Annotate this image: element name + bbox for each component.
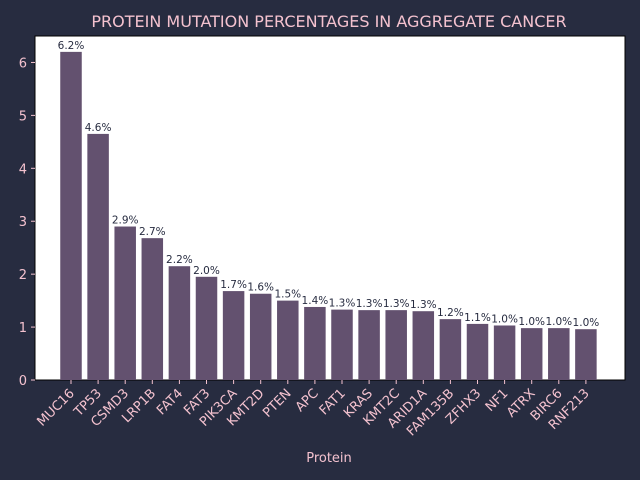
data-label: 4.6% [85, 122, 112, 134]
data-label: 1.3% [356, 298, 383, 310]
y-tick-label: 0 [19, 374, 27, 389]
bar-kmt2c [385, 310, 407, 380]
data-label: 1.3% [410, 299, 437, 311]
y-tick-label: 6 [19, 56, 27, 71]
data-label: 1.4% [302, 295, 329, 307]
data-label: 1.0% [545, 316, 572, 328]
data-label: 2.0% [193, 265, 220, 277]
data-label: 1.5% [274, 289, 301, 301]
x-axis-title: Protein [306, 451, 352, 466]
y-tick-label: 4 [19, 162, 27, 177]
y-tick-label: 3 [19, 215, 27, 230]
bar-atrx [520, 328, 543, 380]
bar-pik3ca [222, 291, 245, 380]
data-label: 1.2% [437, 307, 464, 319]
x-tick-label: APC [293, 386, 322, 415]
data-label: 1.0% [491, 313, 518, 325]
data-label: 2.7% [139, 226, 166, 238]
bar-lrp1b [141, 238, 164, 380]
x-tick-label: PTEN [260, 386, 294, 420]
data-label: 1.6% [247, 282, 274, 294]
data-label: 1.0% [573, 317, 600, 329]
data-label: 6.2% [58, 40, 85, 52]
data-label: 1.3% [383, 298, 410, 310]
x-axis: MUC16TP53CSMD3LRP1BFAT4FAT3PIK3CAKMT2DPT… [34, 380, 593, 439]
bar-csmd3 [114, 226, 136, 380]
y-tick-label: 5 [19, 109, 27, 124]
bar-muc16 [60, 51, 82, 380]
x-tick-label: FAT4 [154, 386, 186, 418]
bar-fat3 [195, 276, 218, 380]
data-label: 1.0% [518, 316, 545, 328]
data-label: 1.1% [464, 312, 491, 324]
y-tick-label: 1 [19, 321, 27, 336]
data-label: 1.3% [329, 298, 356, 310]
chart-title: PROTEIN MUTATION PERCENTAGES IN AGGREGAT… [91, 12, 566, 31]
bar-rnf213 [575, 329, 597, 380]
bar-fat4 [168, 266, 191, 380]
data-label: 2.2% [166, 254, 193, 266]
data-labels-group: 6.2% 4.6% 2.9%2.7% 2.2%2.0%1.7% 1.6%1.5%1.4%… [58, 40, 600, 329]
bar-tp53 [87, 133, 109, 380]
bar-arid1a [412, 311, 435, 380]
bar-pten [277, 300, 299, 380]
bar-kras [358, 310, 380, 380]
bar-apc [304, 306, 326, 380]
data-label: 2.9% [112, 215, 139, 227]
bar-nf1 [493, 325, 516, 380]
data-label: 1.7% [220, 279, 247, 291]
y-tick-label: 2 [19, 268, 27, 283]
bar-fat1 [331, 309, 353, 380]
bars-group [60, 51, 597, 380]
bar-kmt2d [249, 293, 272, 380]
bar-fam135b [439, 319, 462, 380]
bar-birc6 [548, 328, 570, 380]
y-axis: 0 1 2 3 4 5 6 [19, 56, 35, 389]
bar-zfhx3 [466, 323, 489, 380]
